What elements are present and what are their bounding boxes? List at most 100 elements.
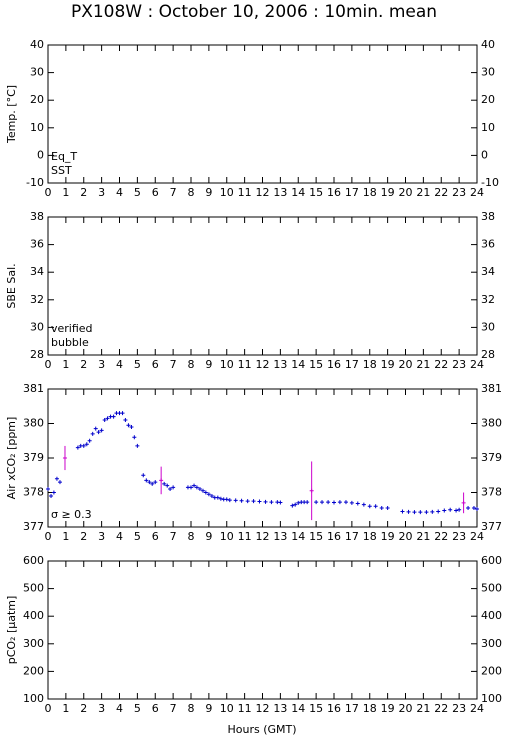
x-tick-label: 17 (345, 186, 359, 199)
x-tick-label: 15 (309, 702, 323, 715)
legend-entry: bubble (51, 336, 89, 349)
y-tick-label: 10 (481, 121, 495, 134)
data-point (159, 478, 164, 483)
x-tick-label: 15 (309, 186, 323, 199)
data-point (461, 500, 466, 505)
x-tick-label: 4 (116, 358, 123, 371)
y-tick-label: 379 (23, 451, 44, 464)
x-tick-label: 9 (205, 358, 212, 371)
x-tick-label: 21 (416, 702, 430, 715)
data-point (448, 507, 453, 512)
data-point (102, 418, 107, 423)
data-point (165, 483, 170, 488)
y-tick-label: 400 (23, 609, 44, 622)
y-tick-label: 100 (23, 692, 44, 705)
x-tick-label: 17 (345, 358, 359, 371)
x-tick-label: 16 (327, 702, 341, 715)
y-tick-label: 378 (23, 486, 44, 499)
x-tick-label: 21 (416, 358, 430, 371)
y-axis-label: Air xCO₂ [ppm] (5, 417, 18, 500)
x-tick-label: 7 (170, 702, 177, 715)
x-tick-label: 1 (62, 186, 69, 199)
x-tick-label: 21 (416, 186, 430, 199)
data-point (337, 500, 342, 505)
x-tick-label: 14 (291, 702, 305, 715)
data-point (251, 499, 256, 504)
data-point (457, 507, 462, 512)
data-point (475, 507, 479, 512)
data-point (84, 442, 89, 447)
x-tick-label: 16 (327, 530, 341, 543)
data-point (46, 487, 50, 492)
data-point (418, 510, 423, 515)
data-point (436, 509, 441, 514)
x-tick-label: 0 (45, 358, 52, 371)
x-tick-label: 8 (188, 186, 195, 199)
y-tick-label: 380 (481, 417, 502, 430)
legend-entry: verified (51, 322, 93, 335)
y-tick-label: 38 (30, 210, 44, 223)
data-point (162, 481, 167, 486)
x-axis-label: Hours (GMT) (227, 723, 296, 736)
x-tick-label: 19 (381, 702, 395, 715)
data-point (471, 506, 476, 511)
y-tick-label: 500 (481, 582, 502, 595)
data-point (361, 502, 366, 507)
legend-entry: Eq_T (51, 150, 77, 163)
data-point (412, 510, 417, 515)
x-tick-label: 0 (45, 530, 52, 543)
y-tick-label: 40 (481, 38, 495, 51)
data-point (126, 423, 131, 428)
data-point (150, 481, 155, 486)
plot-frame (47, 216, 478, 356)
data-point (75, 445, 80, 450)
x-tick-label: 20 (399, 530, 413, 543)
data-point (123, 418, 128, 423)
data-point (153, 480, 158, 485)
y-tick-label: 28 (30, 348, 44, 361)
y-tick-label: 200 (481, 664, 502, 677)
data-point (192, 483, 197, 488)
x-tick-label: 11 (238, 358, 252, 371)
x-tick-label: 9 (205, 530, 212, 543)
x-tick-label: 1 (62, 358, 69, 371)
data-point (218, 496, 223, 501)
x-tick-label: 7 (170, 358, 177, 371)
x-tick-label: 13 (273, 186, 287, 199)
y-tick-label: 380 (23, 417, 44, 430)
data-point (430, 509, 435, 514)
x-tick-label: 24 (470, 702, 484, 715)
x-tick-label: 22 (434, 186, 448, 199)
x-tick-label: 20 (399, 358, 413, 371)
y-tick-label: 36 (30, 238, 44, 251)
x-tick-label: 20 (399, 186, 413, 199)
x-tick-label: 0 (45, 702, 52, 715)
x-tick-label: 8 (188, 702, 195, 715)
x-tick-label: 10 (220, 702, 234, 715)
data-point (332, 500, 336, 505)
legend-entry: SST (51, 164, 72, 177)
y-tick-label: 34 (30, 265, 44, 278)
x-tick-label: 17 (345, 530, 359, 543)
x-tick-label: 19 (381, 358, 395, 371)
y-tick-label: 20 (30, 93, 44, 106)
x-tick-label: 3 (98, 186, 105, 199)
plot-frame (47, 560, 478, 700)
x-tick-label: 9 (205, 186, 212, 199)
x-tick-label: 2 (80, 702, 87, 715)
y-tick-label: 500 (23, 582, 44, 595)
y-tick-label: 0 (37, 148, 44, 161)
x-tick-label: 5 (134, 186, 141, 199)
data-point (54, 476, 59, 481)
y-tick-label: 30 (481, 320, 495, 333)
data-point (257, 499, 262, 504)
y-tick-label: 34 (481, 265, 495, 278)
data-point (343, 500, 348, 505)
data-point (129, 424, 134, 429)
x-tick-label: 19 (381, 530, 395, 543)
x-tick-label: 5 (134, 530, 141, 543)
y-axis-label: SBE Sal. (5, 263, 18, 308)
x-tick-label: 13 (273, 702, 287, 715)
x-tick-label: 5 (134, 702, 141, 715)
